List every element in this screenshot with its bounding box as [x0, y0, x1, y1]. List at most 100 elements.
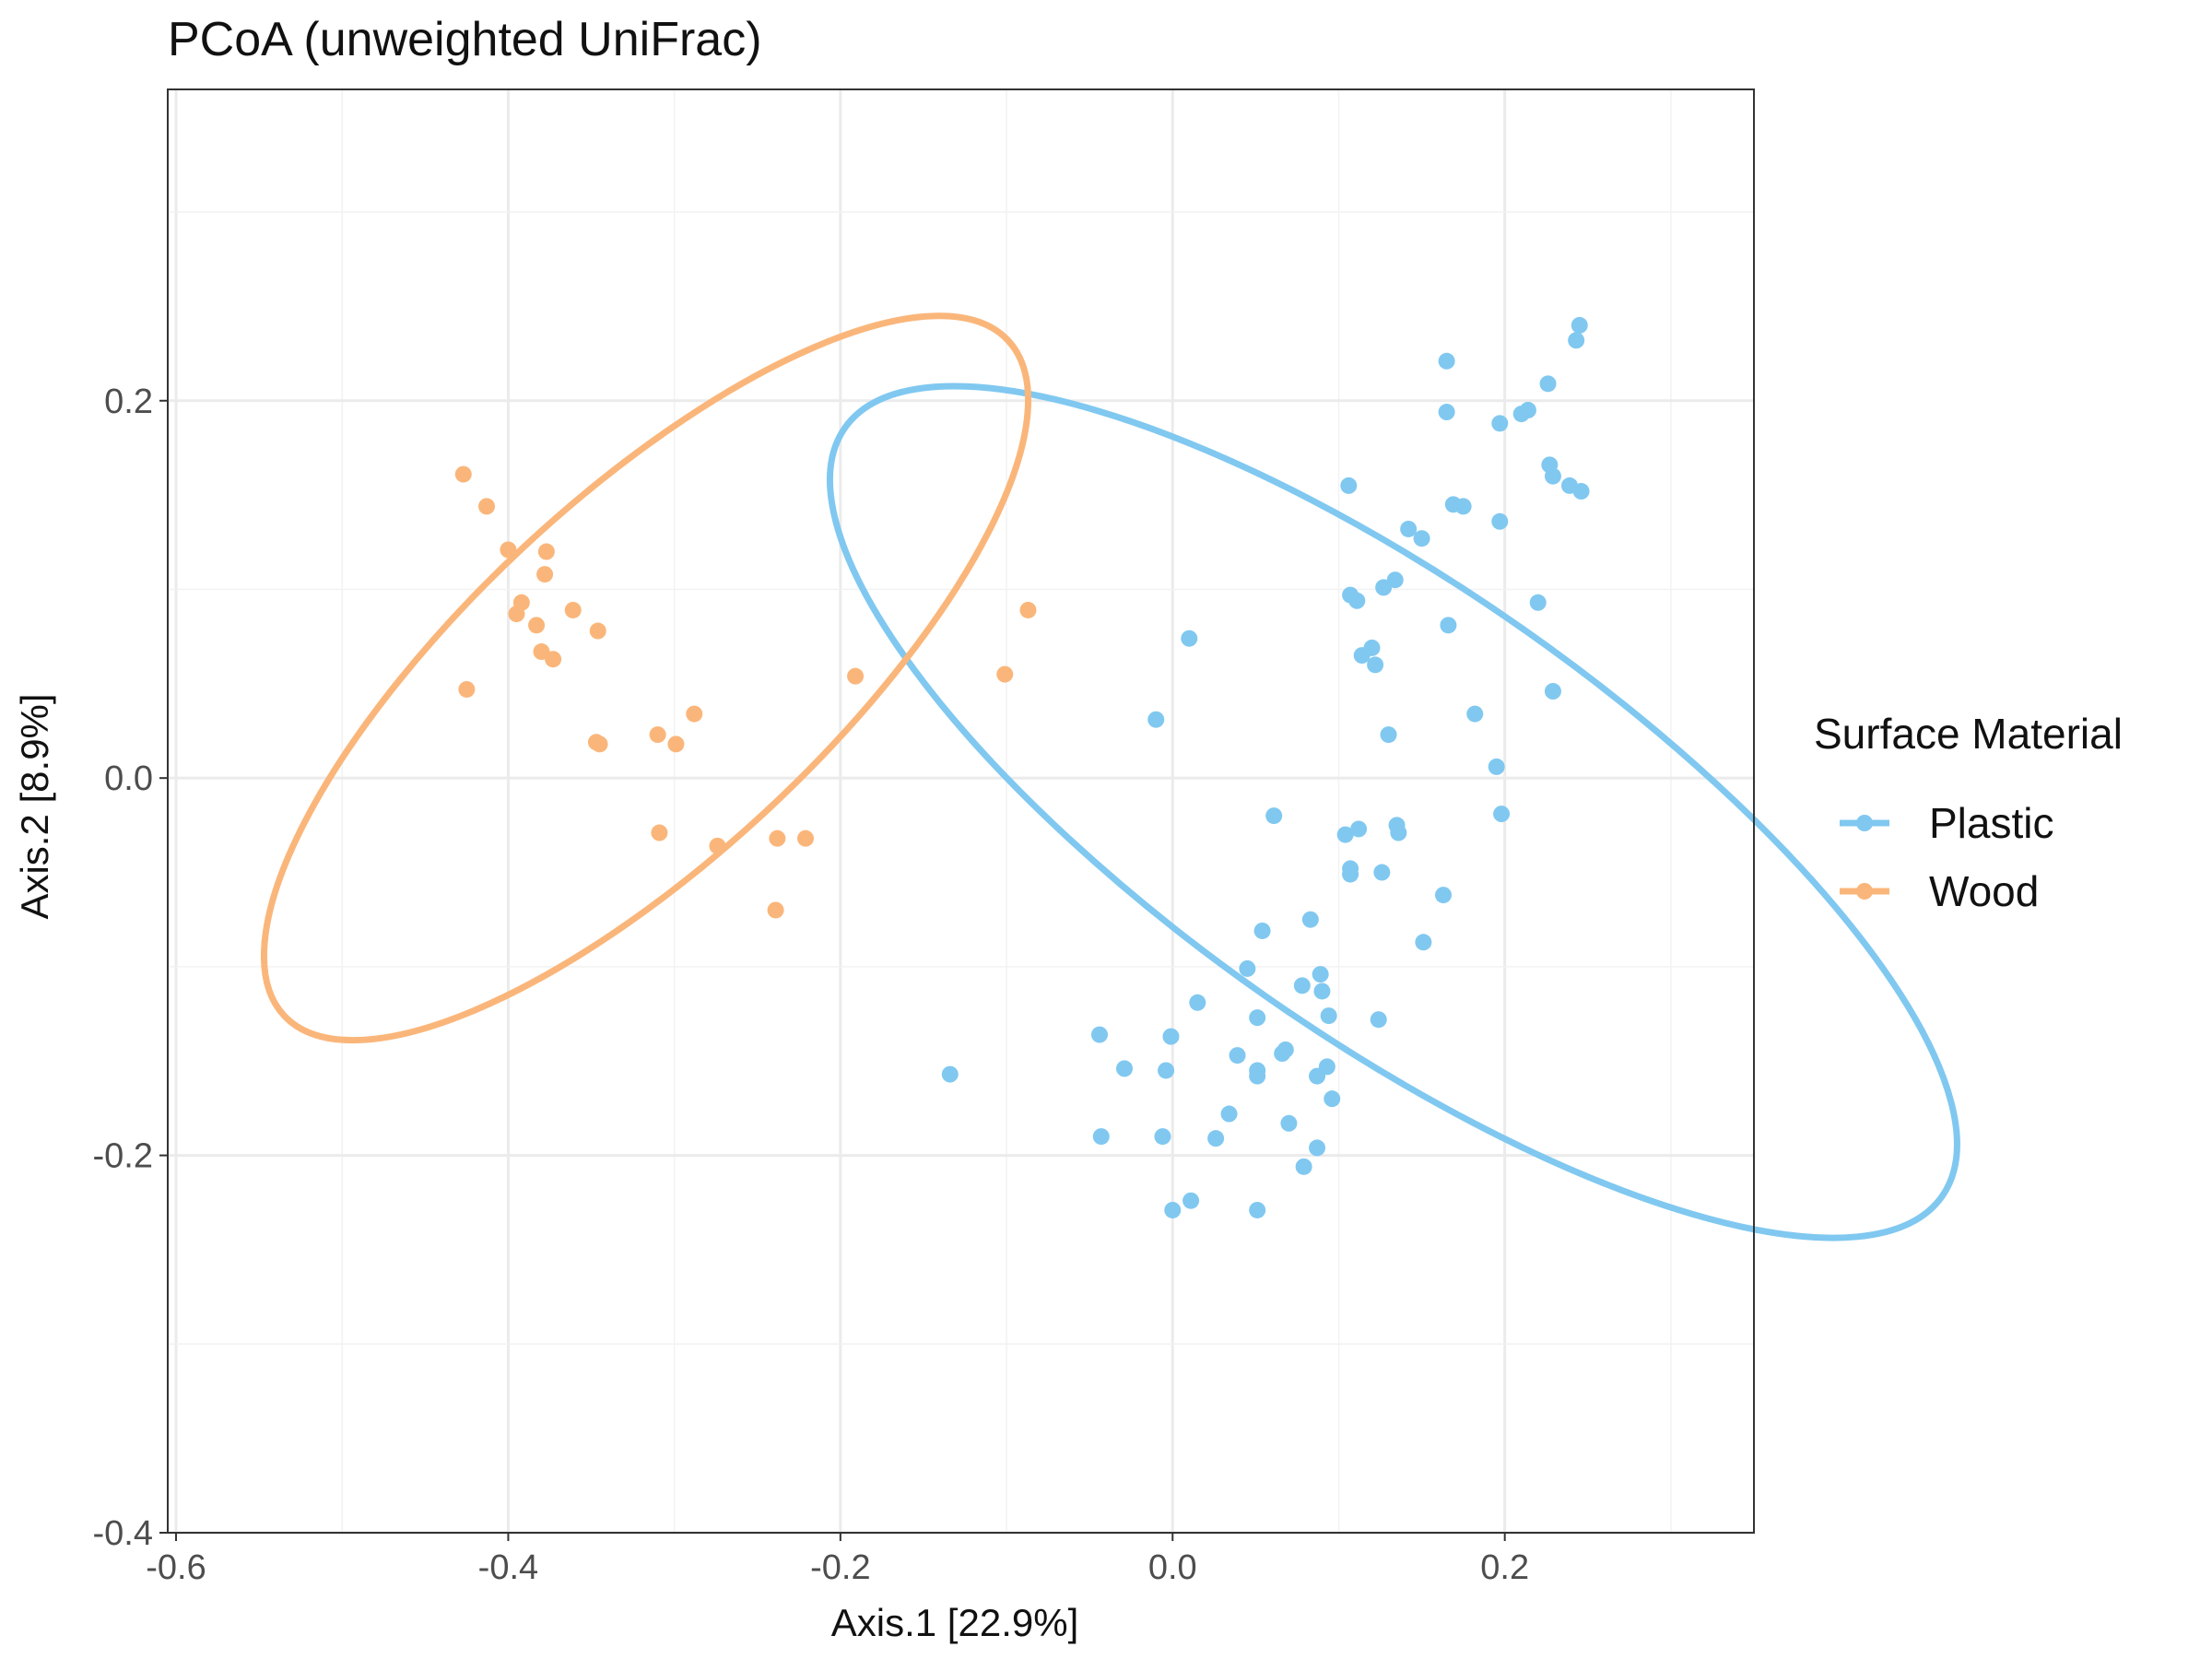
point-wood — [478, 498, 496, 515]
legend-label-plastic: Plastic — [1929, 799, 2053, 847]
point-plastic — [1207, 1130, 1225, 1147]
point-plastic — [1320, 1007, 1337, 1025]
point-wood — [1019, 601, 1037, 618]
point-plastic — [1147, 711, 1165, 728]
plot-panel — [168, 89, 1754, 1533]
legend-key-point-wood — [1856, 883, 1873, 900]
point-wood — [996, 665, 1014, 683]
point-plastic — [1491, 415, 1509, 432]
point-plastic — [1181, 629, 1198, 647]
point-plastic — [1413, 530, 1430, 547]
point-wood — [649, 726, 666, 744]
point-plastic — [1440, 617, 1457, 634]
point-plastic — [1249, 1201, 1266, 1218]
point-plastic — [1529, 594, 1547, 611]
x-axis-title: Axis.1 [22.9%] — [831, 1601, 1078, 1644]
point-plastic — [1438, 352, 1455, 370]
y-tick-label: 0.0 — [104, 759, 153, 798]
x-tick-label: 0.0 — [1148, 1548, 1197, 1587]
point-plastic — [1544, 683, 1561, 700]
data-points — [454, 316, 1590, 1218]
legend: Surface Material Plastic Wood — [1814, 710, 2123, 915]
x-tick-label: 0.2 — [1480, 1548, 1529, 1587]
point-plastic — [1340, 477, 1358, 494]
point-plastic — [1367, 656, 1384, 674]
point-plastic — [1220, 1105, 1238, 1123]
point-plastic — [1454, 498, 1472, 515]
point-plastic — [1539, 375, 1557, 393]
point-plastic — [1390, 824, 1407, 841]
point-plastic — [1253, 922, 1271, 939]
point-plastic — [1116, 1060, 1134, 1077]
y-tick-label: 0.2 — [104, 382, 153, 421]
point-wood — [564, 601, 582, 618]
point-wood — [709, 837, 726, 854]
point-wood — [500, 541, 517, 559]
point-plastic — [1280, 1114, 1298, 1132]
point-plastic — [1090, 1026, 1108, 1043]
y-tick-label: -0.2 — [93, 1137, 153, 1176]
axis-ticks: -0.6 -0.4 -0.2 0.0 0.2-0.4-0.20.00.2 — [93, 382, 1530, 1587]
confidence-ellipses — [260, 312, 1960, 1241]
point-plastic — [1249, 1067, 1266, 1085]
point-plastic — [1154, 1128, 1171, 1146]
point-wood — [589, 622, 606, 640]
point-plastic — [1229, 1047, 1246, 1065]
point-plastic — [1293, 977, 1311, 994]
point-plastic — [1249, 1009, 1266, 1027]
point-plastic — [1568, 332, 1585, 349]
point-plastic — [1571, 316, 1588, 334]
point-plastic — [1572, 483, 1590, 500]
point-wood — [537, 543, 555, 560]
point-plastic — [1370, 1011, 1387, 1029]
x-tick-label: -0.4 — [478, 1548, 538, 1587]
point-plastic — [1435, 887, 1453, 904]
point-plastic — [941, 1065, 959, 1083]
point-plastic — [1309, 1139, 1326, 1157]
plot-panel-border — [167, 88, 1755, 1534]
point-plastic — [1295, 1158, 1312, 1175]
point-plastic — [1493, 806, 1511, 823]
point-plastic — [1415, 934, 1432, 951]
point-wood — [591, 735, 608, 753]
point-plastic — [1312, 966, 1329, 983]
point-wood — [458, 680, 476, 698]
point-plastic — [1466, 705, 1484, 723]
legend-items: Plastic Wood — [1840, 799, 2053, 915]
ellipse-wood — [260, 312, 1032, 1044]
point-plastic — [1380, 726, 1397, 744]
point-wood — [545, 651, 562, 668]
point-wood — [651, 824, 668, 841]
legend-key-point-plastic — [1856, 815, 1873, 831]
point-wood — [528, 617, 546, 634]
ellipse-plastic — [827, 382, 1960, 1241]
point-plastic — [1158, 1062, 1175, 1079]
point-plastic — [1182, 1192, 1200, 1209]
point-plastic — [1274, 1045, 1291, 1063]
point-plastic — [1353, 647, 1371, 665]
point-plastic — [1373, 864, 1391, 881]
point-plastic — [1488, 758, 1505, 775]
point-plastic — [1544, 467, 1561, 485]
x-tick-label: -0.2 — [810, 1548, 870, 1587]
y-tick-label: -0.4 — [93, 1514, 153, 1553]
point-wood — [767, 901, 784, 919]
point-plastic — [1189, 994, 1206, 1011]
point-plastic — [1342, 865, 1359, 883]
point-plastic — [1336, 826, 1354, 843]
point-wood — [797, 830, 815, 847]
point-wood — [769, 830, 786, 847]
point-plastic — [1519, 402, 1536, 418]
y-axis-title: Axis.2 [8.9%] — [13, 693, 56, 919]
point-plastic — [1375, 579, 1393, 596]
point-plastic — [1313, 982, 1331, 1000]
point-wood — [536, 566, 554, 583]
point-plastic — [1348, 592, 1366, 609]
point-plastic — [1309, 1067, 1326, 1085]
point-plastic — [1438, 404, 1455, 421]
point-plastic — [1324, 1090, 1341, 1108]
point-plastic — [1491, 512, 1509, 530]
legend-label-wood: Wood — [1929, 867, 2039, 915]
point-wood — [686, 705, 703, 723]
